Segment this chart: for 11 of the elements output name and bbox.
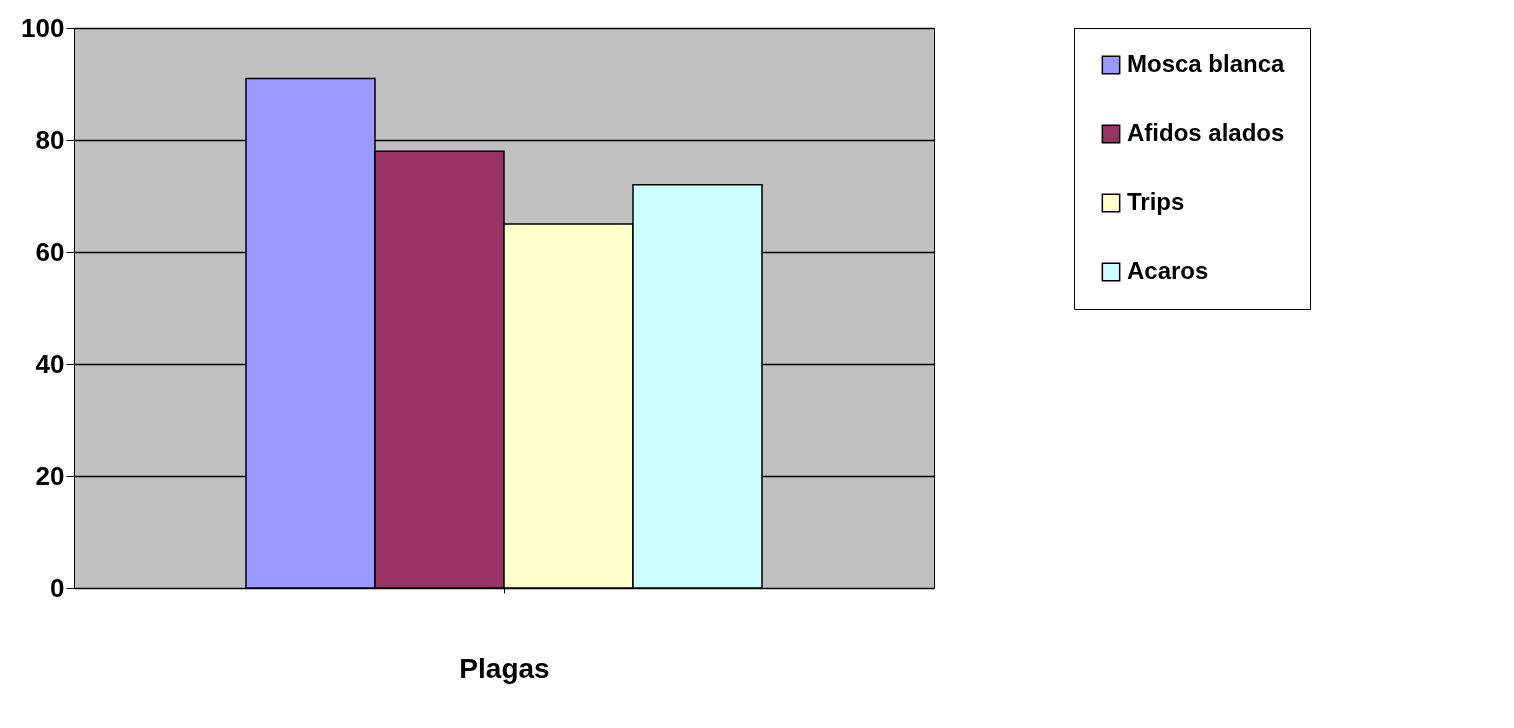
legend-label: Trips (1127, 188, 1185, 215)
y-tick-label: 0 (50, 572, 65, 603)
y-tick-label: 40 (35, 348, 65, 379)
legend-label: Acaros (1127, 257, 1209, 284)
y-tick-label: 60 (35, 236, 65, 267)
y-tick-label: 20 (35, 460, 65, 491)
legend-label: Afidos alados (1127, 119, 1285, 146)
legend-label: Mosca blanca (1127, 50, 1286, 77)
y-tick-label: 100 (21, 12, 65, 43)
y-tick-label: 80 (35, 124, 65, 155)
x-axis-title: Plagas (459, 652, 550, 684)
